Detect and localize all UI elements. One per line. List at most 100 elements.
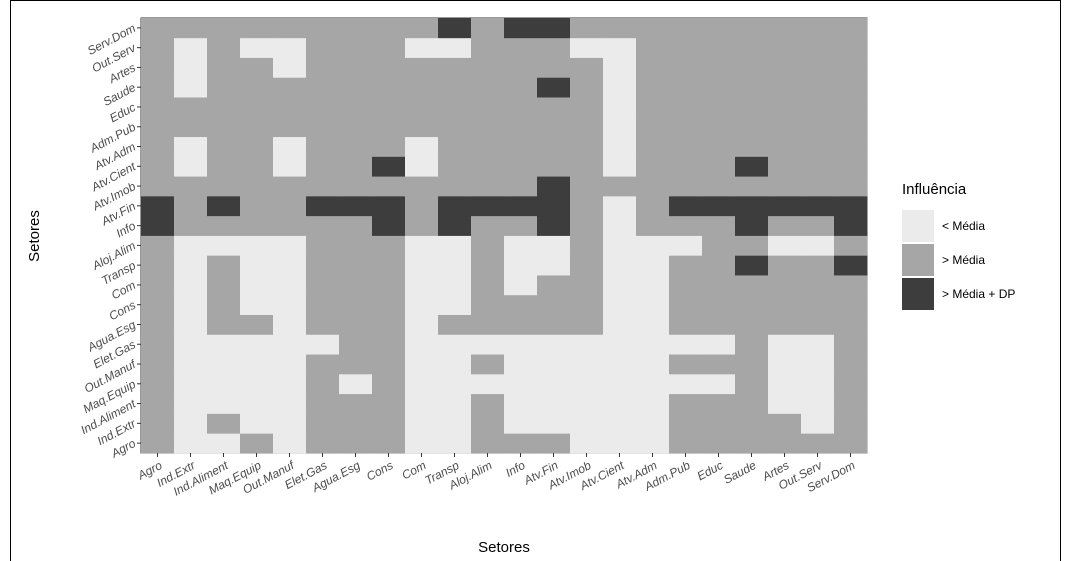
cell [504,176,538,197]
cell [669,136,703,157]
cell [405,97,439,118]
cell [570,275,604,296]
cell [537,176,571,197]
cell [702,255,736,276]
cell [471,433,505,454]
legend-title: Influência [902,181,967,198]
cell [273,373,307,395]
cell [735,97,769,118]
cell [174,37,208,58]
cell [636,136,670,157]
cell [438,195,472,217]
cell [570,314,604,335]
cell [504,275,538,296]
cell [504,235,538,256]
cell [141,195,175,217]
cell [240,136,274,157]
cell [273,255,307,276]
cell [669,176,703,197]
cell [801,116,835,138]
cell [174,215,208,236]
cell [636,354,670,375]
cell [174,77,208,98]
x-tick-label: Educ [695,458,726,483]
cell [339,334,373,355]
cell [570,235,604,256]
cell [405,57,439,78]
cell [306,116,340,138]
cell [702,176,736,197]
cell [537,255,571,276]
cell [471,97,505,118]
cell [438,136,472,157]
cell [801,18,835,39]
cell [801,195,835,217]
cell [339,235,373,256]
cell [537,314,571,335]
cell [471,116,505,138]
cell [306,176,340,197]
cell [735,215,769,236]
legend-label: < Média [942,219,985,233]
cell [273,176,307,197]
cell [504,77,538,98]
cell [636,176,670,197]
cell [405,195,439,217]
cell [174,57,208,78]
cell [405,275,439,296]
cell [141,18,175,39]
cell [174,255,208,276]
cell [768,334,802,355]
cell [339,215,373,236]
cell [735,57,769,78]
cell [141,57,175,78]
cell [537,413,571,434]
cell [471,373,505,395]
cell [735,314,769,335]
cell [207,195,241,217]
cell [537,294,571,315]
cell [834,18,868,39]
cell [141,334,175,355]
cell [471,294,505,315]
cell [207,37,241,58]
cell [141,275,175,296]
cell [570,18,604,39]
cell [702,354,736,375]
cell [141,393,175,414]
cell [834,215,868,236]
cell [405,255,439,276]
cell [636,97,670,118]
cell [504,334,538,355]
cell [834,77,868,98]
cell [438,156,472,177]
cell [405,136,439,157]
cell [372,433,406,454]
cell [735,294,769,315]
cell [570,255,604,276]
cell [669,57,703,78]
cell [768,275,802,296]
cell [669,354,703,375]
cell [207,176,241,197]
cell [438,18,472,39]
cell [207,373,241,395]
cell [438,255,472,276]
cell [438,373,472,395]
cell [471,37,505,58]
cell [405,354,439,375]
cell [636,57,670,78]
cell [438,215,472,236]
cell [339,57,373,78]
cell [504,195,538,217]
cell [174,18,208,39]
cell [141,77,175,98]
cell [603,37,637,58]
cell [273,18,307,39]
cell [240,116,274,138]
cell [471,77,505,98]
cell [207,314,241,335]
cell [669,255,703,276]
cell [273,413,307,434]
cell [207,215,241,236]
